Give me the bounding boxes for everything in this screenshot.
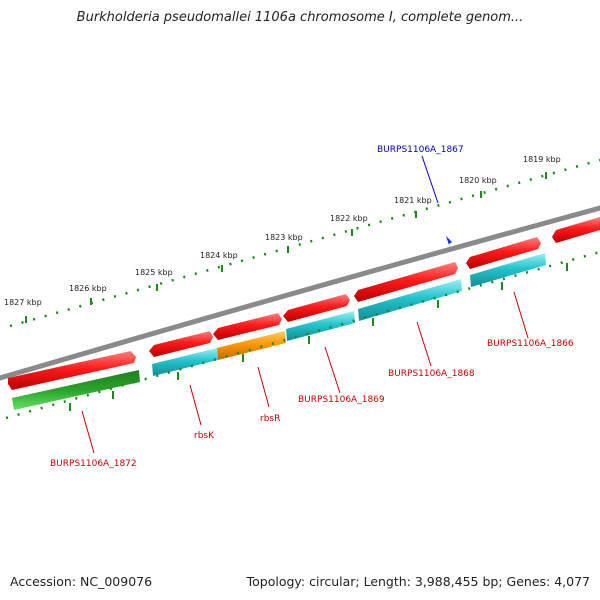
leader-line	[421, 155, 439, 204]
accession-text: Accession: NC_009076	[10, 574, 153, 589]
leader-line	[81, 410, 95, 454]
scale-label: 1823 kbp	[265, 233, 303, 242]
gene-label-burps1106a-1868[interactable]: BURPS1106A_1868	[388, 369, 475, 379]
scale-label: 1825 kbp	[135, 268, 173, 277]
gene-label-rbsr[interactable]: rbsR	[260, 414, 280, 424]
forward-strand-genes	[8, 217, 600, 390]
inner-scale	[5, 250, 600, 420]
scale-label: 1819 kbp	[523, 155, 561, 164]
leader-line	[324, 346, 341, 394]
gene-label-burps1106a-1866[interactable]: BURPS1106A_1866	[487, 339, 574, 349]
leader-line	[416, 321, 432, 367]
scale-label: 1824 kbp	[200, 251, 238, 260]
gene-arrow-red[interactable]	[354, 262, 458, 302]
gene-arrow-red[interactable]	[149, 331, 213, 357]
gene-bar-orange[interactable]	[217, 331, 286, 360]
gene-labels: BURPS1106A_1867 BURPS1106A_1866 BURPS110…	[50, 145, 574, 469]
genome-info-text: Topology: circular; Length: 3,988,455 bp…	[246, 574, 590, 589]
leader-line	[189, 384, 202, 426]
gene-arrow-red[interactable]	[213, 313, 282, 340]
outer-scale-ticks	[25, 172, 547, 323]
scale-label: 1821 kbp	[394, 196, 432, 205]
gene-arrow-red[interactable]	[8, 351, 136, 390]
gene-bar-cyan[interactable]	[286, 311, 355, 341]
gene-label-rbsk[interactable]: rbsK	[194, 431, 215, 441]
gene-bar-cyan[interactable]	[470, 253, 546, 287]
inner-scale-ticks	[69, 263, 568, 411]
leader-line	[257, 366, 270, 408]
outer-scale-labels: 1827 kbp 1826 kbp 1825 kbp 1824 kbp 1823…	[4, 155, 561, 307]
scale-label: 1822 kbp	[330, 214, 368, 223]
gene-label-burps1106a-1872[interactable]: BURPS1106A_1872	[50, 459, 137, 469]
gene-leader-lines	[81, 155, 529, 454]
gene-arrow-red[interactable]	[283, 294, 350, 322]
outer-scale: 1827 kbp 1826 kbp 1825 kbp 1824 kbp 1823…	[4, 155, 600, 328]
gene-bar-cyan[interactable]	[152, 348, 218, 376]
leader-line	[513, 291, 529, 339]
scale-label: 1827 kbp	[4, 298, 42, 307]
map-title: Burkholderia pseudomallei 1106a chromoso…	[76, 10, 524, 25]
scale-label: 1826 kbp	[69, 284, 107, 293]
reverse-strand-genes	[12, 253, 546, 410]
outer-scale-line	[9, 158, 600, 328]
gene-bar-green[interactable]	[12, 370, 140, 410]
gene-bar-cyan[interactable]	[358, 279, 462, 321]
gene-label-burps1106a-1867[interactable]: BURPS1106A_1867	[377, 145, 464, 155]
scale-label: 1820 kbp	[459, 176, 497, 185]
selection-marker-icon[interactable]	[446, 236, 452, 248]
gene-arrow-red[interactable]	[466, 237, 541, 269]
chromosome-backbone	[0, 205, 600, 381]
gene-arrow-red[interactable]	[552, 217, 600, 243]
gene-label-burps1106a-1869[interactable]: BURPS1106A_1869	[298, 395, 385, 405]
